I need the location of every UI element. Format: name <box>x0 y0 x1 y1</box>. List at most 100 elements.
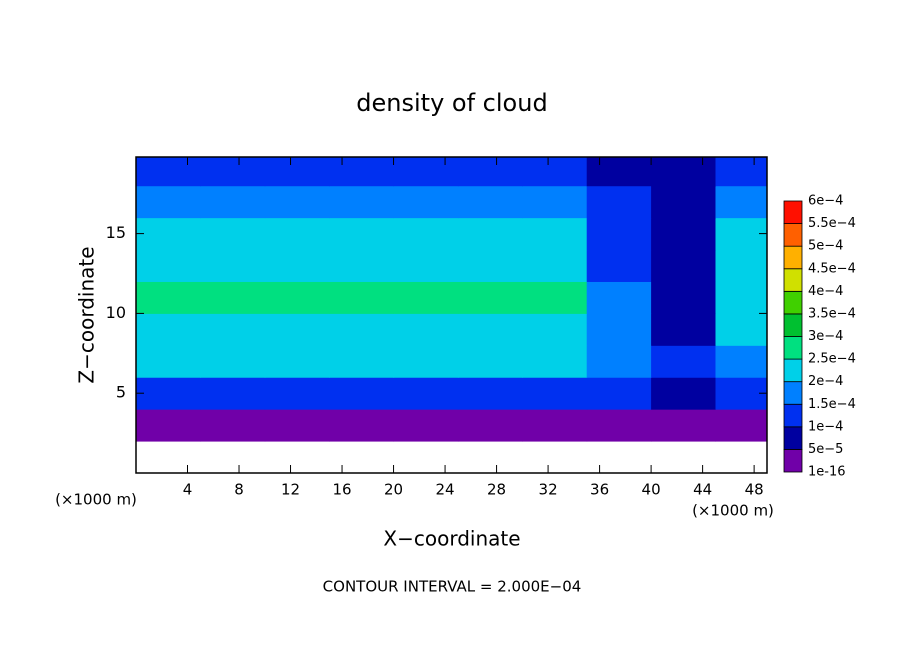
x-tick-label: 40 <box>642 481 661 499</box>
field-cell <box>264 157 330 187</box>
field-cell <box>586 345 652 378</box>
colorbar-label: 5e−5 <box>808 442 843 457</box>
field-cell <box>651 249 716 282</box>
field-cell <box>136 377 201 410</box>
field-cell <box>393 157 459 187</box>
field-cell <box>393 313 459 346</box>
field-cell <box>136 249 201 282</box>
x-tick-label: 8 <box>234 481 244 499</box>
y-tick-label: 5 <box>116 383 126 402</box>
colorbar-swatch <box>783 313 803 337</box>
field-cell <box>393 249 459 282</box>
field-cell <box>457 281 523 314</box>
x-tick-label: 48 <box>745 481 764 499</box>
colorbar-label: 2.5e−4 <box>808 352 856 367</box>
y-tick-label: 15 <box>106 223 126 242</box>
field-cell <box>457 217 523 251</box>
colorbar-label: 3e−4 <box>808 329 843 344</box>
field-cell <box>586 185 652 219</box>
field-cell <box>329 249 395 282</box>
field-cell <box>393 185 459 219</box>
field-cell <box>200 217 266 251</box>
x-tick-label: 44 <box>693 481 712 499</box>
field-cell <box>136 185 201 219</box>
y-tick-label: 10 <box>106 303 126 322</box>
field-cell <box>522 157 588 187</box>
field-cell <box>200 185 266 219</box>
field-cell <box>200 313 266 346</box>
field-cell <box>586 409 652 442</box>
field-cell <box>136 313 201 346</box>
field-cell <box>200 249 266 282</box>
colorbar-swatch <box>783 245 803 270</box>
field-cell <box>393 217 459 251</box>
field-cell <box>522 409 588 442</box>
field-cell <box>651 157 716 187</box>
field-cell <box>136 157 201 187</box>
colorbar-label: 4e−4 <box>808 284 843 299</box>
field-cell <box>522 217 588 251</box>
x-tick-label: 16 <box>332 481 351 499</box>
field-cell <box>586 157 652 187</box>
field-cell <box>457 185 523 219</box>
field-cell <box>715 217 768 251</box>
field-cell <box>457 409 523 442</box>
colorbar-label: 4.5e−4 <box>808 261 856 276</box>
field-cell <box>457 377 523 410</box>
field-cell <box>651 345 716 378</box>
field-cell <box>264 313 330 346</box>
x-tick-label: 36 <box>590 481 609 499</box>
colorbar-swatch <box>783 381 803 405</box>
x-tick-label: 24 <box>436 481 455 499</box>
field-cell <box>651 409 716 442</box>
chart-title: density of cloud <box>356 89 547 117</box>
field-cell <box>651 217 716 251</box>
plot-frame <box>135 156 768 474</box>
field-cell <box>651 185 716 219</box>
colorbar-swatch <box>783 290 803 315</box>
field-cell <box>651 281 716 314</box>
field-cell <box>264 345 330 378</box>
field-cell <box>715 409 768 442</box>
field-cell <box>715 185 768 219</box>
field-cell <box>586 217 652 251</box>
field-cell <box>522 185 588 219</box>
field-cell <box>522 377 588 410</box>
y-axis-label: Z−coordinate <box>75 246 99 383</box>
colorbar-swatch <box>783 200 803 224</box>
field-cell <box>393 377 459 410</box>
field-cell <box>651 313 716 346</box>
x-unit-label: (×1000 m) <box>692 502 774 520</box>
field-cell <box>522 345 588 378</box>
field-cell <box>136 217 201 251</box>
field-cell <box>264 217 330 251</box>
colorbar-swatch <box>783 268 803 292</box>
field-cell <box>715 249 768 282</box>
field-cell <box>393 345 459 378</box>
colorbar-label: 1e−4 <box>808 419 843 434</box>
colorbar-label: 2e−4 <box>808 374 843 389</box>
field-cell <box>715 377 768 410</box>
field-cell <box>457 313 523 346</box>
colorbar-label: 5.5e−4 <box>808 216 856 231</box>
field-cell <box>264 249 330 282</box>
field-cell <box>200 345 266 378</box>
colorbar-label: 3.5e−4 <box>808 306 856 321</box>
field-cell <box>651 377 716 410</box>
field-cell <box>522 313 588 346</box>
colorbar-swatch <box>783 358 803 383</box>
field-cell <box>586 377 652 410</box>
field-cell <box>200 281 266 314</box>
field-cell <box>457 157 523 187</box>
colorbar-swatch <box>783 403 803 428</box>
field-cell <box>264 377 330 410</box>
colorbar-label: 5e−4 <box>808 239 843 254</box>
field-cell <box>457 249 523 282</box>
field-cell <box>586 249 652 282</box>
field-cell <box>393 409 459 442</box>
colorbar-swatch <box>783 336 803 360</box>
field-cell <box>522 281 588 314</box>
field-cell <box>329 409 395 442</box>
field-cell <box>329 313 395 346</box>
field-cell <box>200 377 266 410</box>
